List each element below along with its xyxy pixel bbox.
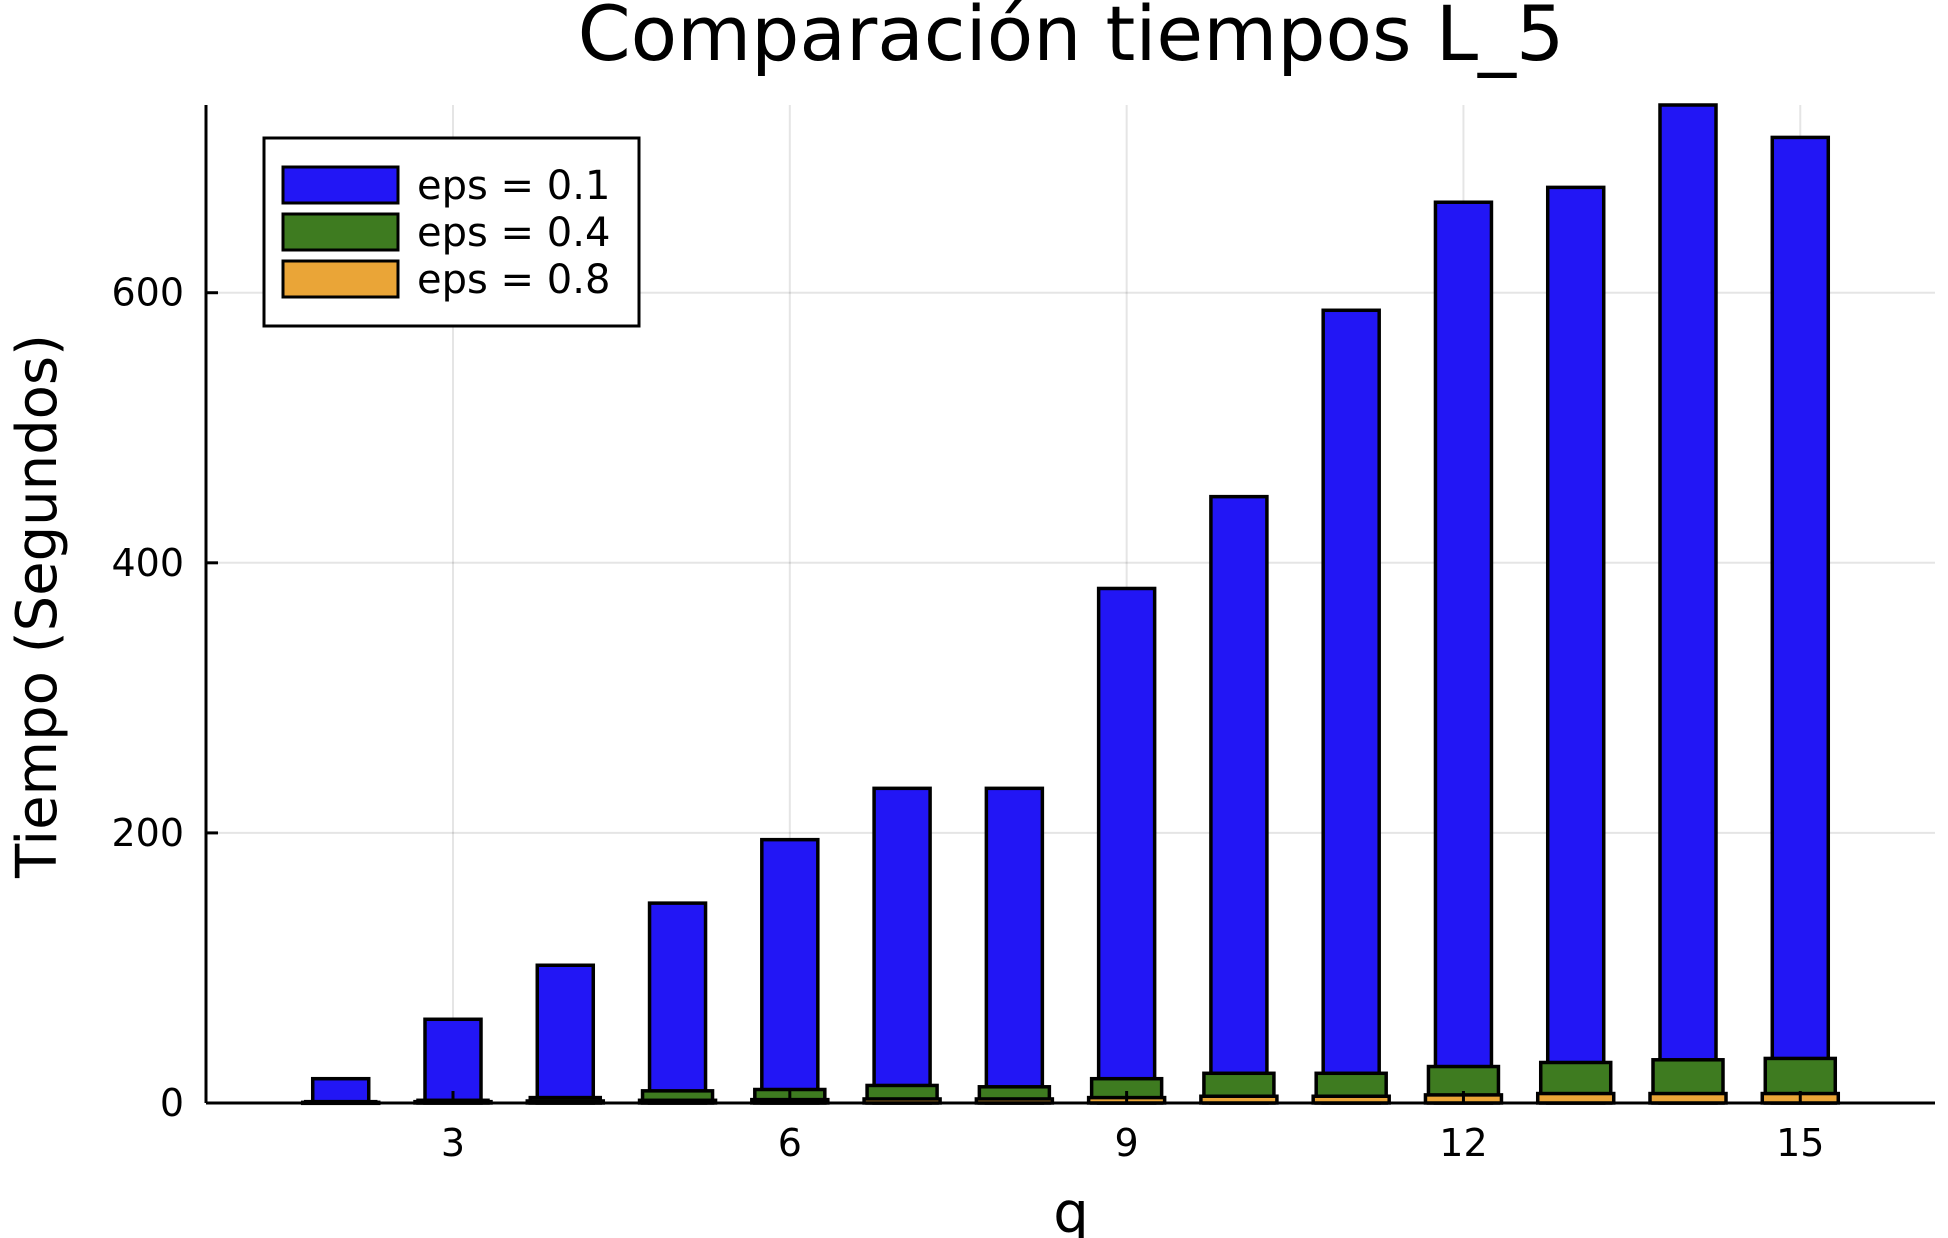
legend-label: eps = 0.1 bbox=[417, 163, 610, 209]
bar-eps-0-1 bbox=[1321, 308, 1381, 1105]
y-tick-label: 200 bbox=[111, 811, 184, 855]
legend-swatch bbox=[281, 259, 400, 299]
tick-labels: 3 6 9 12 15 0 200 400 600 bbox=[111, 271, 1824, 1165]
x-tick-label: 3 bbox=[441, 1121, 465, 1165]
bar-eps-0-1 bbox=[310, 1076, 371, 1105]
legend-swatch bbox=[281, 165, 400, 205]
bar-eps-0-1 bbox=[647, 901, 708, 1105]
x-tick-label: 6 bbox=[778, 1121, 802, 1165]
y-axis-label: Tiempo (Segundos) bbox=[5, 334, 70, 879]
x-axis-label: q bbox=[1053, 1181, 1089, 1238]
bar-eps-0-1 bbox=[1209, 494, 1269, 1105]
bar-eps-0-1 bbox=[535, 963, 596, 1105]
x-tick-label: 15 bbox=[1776, 1121, 1824, 1165]
y-tick-label: 400 bbox=[111, 541, 184, 585]
chart-title: Comparación tiempos L_5 bbox=[578, 0, 1565, 78]
y-tick-label: 0 bbox=[160, 1081, 184, 1125]
bar-eps-0-1 bbox=[1545, 185, 1606, 1105]
bar-eps-0-1 bbox=[760, 837, 820, 1105]
bar-eps-0-1 bbox=[1770, 135, 1831, 1105]
bar-eps-0-1 bbox=[1096, 586, 1157, 1105]
legend-label: eps = 0.4 bbox=[417, 210, 610, 256]
legend-swatch bbox=[281, 212, 400, 252]
x-tick-label: 12 bbox=[1439, 1121, 1487, 1165]
bar-eps-0-1 bbox=[984, 786, 1045, 1105]
legend-label: eps = 0.8 bbox=[417, 257, 610, 303]
x-tick-label: 9 bbox=[1115, 1121, 1139, 1165]
bar-eps-0-1 bbox=[1658, 103, 1718, 1105]
bar-eps-0-1 bbox=[423, 1017, 483, 1105]
bar-eps-0-1 bbox=[872, 786, 932, 1105]
bar-eps-0-1 bbox=[1433, 200, 1494, 1105]
axes bbox=[204, 105, 1935, 1105]
y-tick-label: 600 bbox=[111, 271, 184, 315]
bars bbox=[300, 103, 1841, 1106]
